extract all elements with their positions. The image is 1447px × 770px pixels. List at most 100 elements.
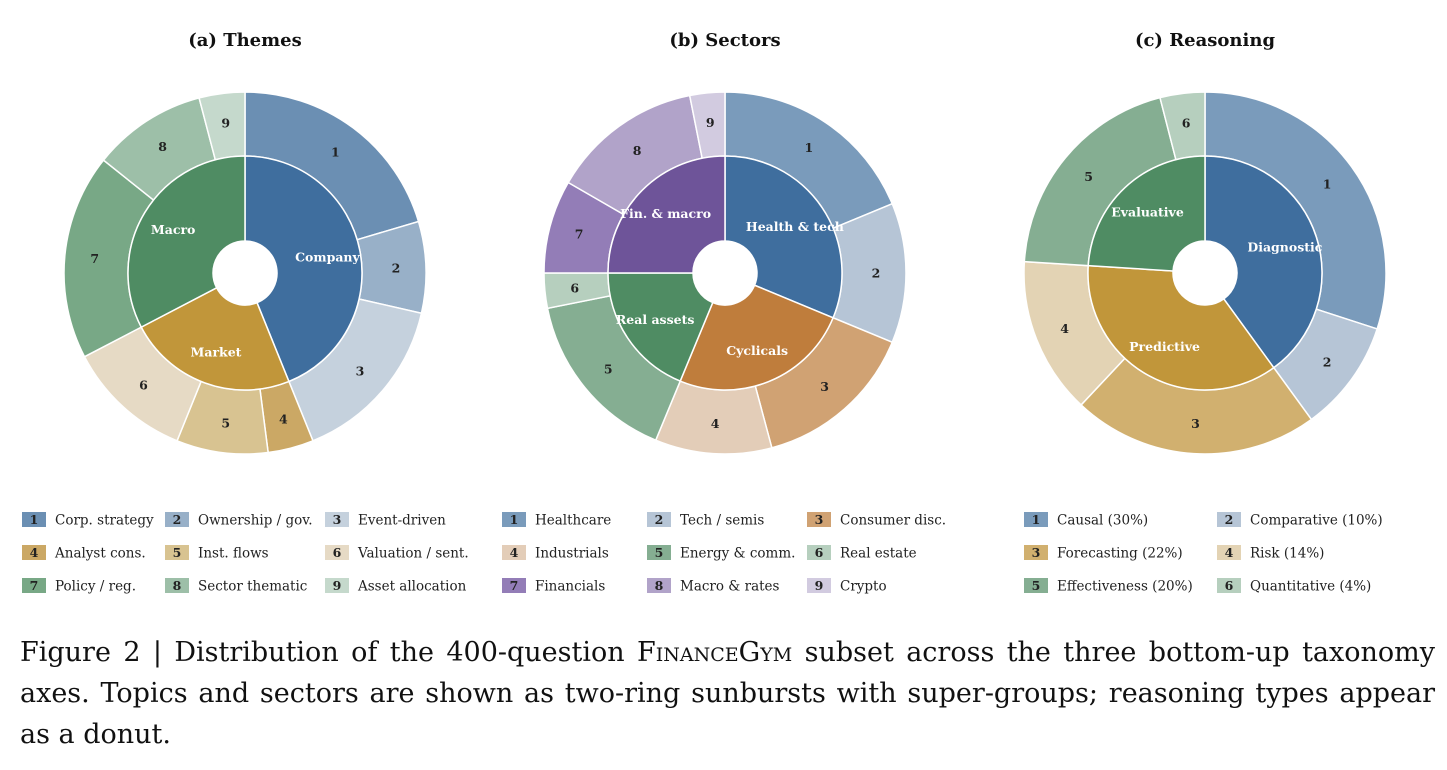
legend-number: 5: [655, 545, 664, 560]
segment-label: 6: [1182, 116, 1191, 131]
legend: 1 Healthcare 2 Tech / semis 3 Consumer disc. 4…: [502, 512, 946, 595]
group-label: Market: [191, 344, 242, 359]
legend-label: Inst. flows: [198, 546, 269, 562]
legend-item: 1 Healthcare: [502, 512, 611, 529]
legend-swatch: [807, 578, 831, 593]
legend-item: 2 Tech / semis: [647, 512, 764, 529]
legend-label: Event-driven: [358, 513, 446, 529]
legend-swatch: [165, 578, 189, 593]
legend-swatch: [1217, 578, 1241, 593]
legend-item: 1 Corp. strategy: [22, 512, 154, 529]
outer-segment: [832, 202, 907, 344]
legend-number: 7: [510, 578, 519, 593]
legend-label: Comparative (10%): [1250, 513, 1383, 529]
legend-number: 9: [333, 578, 342, 593]
legend-label: Macro & rates: [680, 579, 780, 595]
legend-number: 1: [510, 512, 519, 527]
legend-swatch: [807, 512, 831, 527]
legend-number: 4: [30, 545, 39, 560]
caption-name: FinanceGym: [637, 637, 793, 668]
segment-label: 2: [1323, 354, 1332, 369]
segment-label: 8: [158, 139, 167, 154]
legend-number: 4: [1225, 545, 1234, 560]
legend-item: 6 Real estate: [807, 545, 917, 562]
segment-label: 5: [221, 415, 230, 430]
legend-label: Asset allocation: [357, 579, 467, 595]
group-segment: [679, 284, 835, 391]
segment-label: 4: [1060, 321, 1069, 336]
legend-label: Crypto: [840, 579, 887, 595]
legend-label: Industrials: [535, 546, 609, 562]
legend-number: 5: [1032, 578, 1041, 593]
legend-label: Corp. strategy: [55, 513, 154, 529]
legend-number: 5: [173, 545, 182, 560]
legend-item: 5 Energy & comm.: [647, 545, 795, 562]
legend-number: 1: [1032, 512, 1041, 527]
legend-label: Effectiveness (20%): [1057, 579, 1193, 595]
legend-item: 4 Industrials: [502, 545, 609, 562]
legend-swatch: [502, 545, 526, 560]
legend-item: 6 Valuation / sent.: [325, 545, 469, 562]
legend-label: Quantitative (4%): [1250, 579, 1371, 595]
legend-label: Ownership / gov.: [198, 513, 313, 529]
panel-title: (a) Themes: [188, 30, 302, 51]
legend-item: 3 Consumer disc.: [807, 512, 946, 529]
legend-item: 2 Ownership / gov.: [165, 512, 313, 529]
segment-label: 2: [392, 261, 401, 276]
group-label: Company: [295, 249, 360, 264]
legend-number: 2: [1225, 512, 1234, 527]
legend-swatch: [502, 512, 526, 527]
legend-number: 9: [815, 578, 824, 593]
legend-label: Valuation / sent.: [357, 546, 469, 562]
group-label: Fin. & macro: [620, 206, 711, 221]
legend-item: 6 Quantitative (4%): [1217, 578, 1371, 595]
group-segment: [127, 155, 246, 329]
group-segment: [244, 155, 363, 383]
group-segment: [607, 272, 714, 383]
caption-prefix: Figure 2 | Distribution of the 400-quest…: [20, 637, 638, 668]
segment-label: 7: [575, 226, 584, 241]
legend-swatch: [325, 545, 349, 560]
legend-swatch: [647, 545, 671, 560]
legend-swatch: [22, 578, 46, 593]
segment-label: 9: [221, 116, 230, 131]
segment-label: 3: [356, 363, 365, 378]
group-label: Real assets: [616, 312, 694, 327]
legend-swatch: [325, 512, 349, 527]
legend-label: Energy & comm.: [680, 546, 795, 562]
segment-label: 2: [872, 266, 881, 281]
legend-number: 6: [333, 545, 342, 560]
segment-label: 4: [711, 416, 720, 431]
legend-label: Healthcare: [535, 513, 611, 529]
legend-swatch: [22, 512, 46, 527]
legend-label: Real estate: [840, 546, 917, 562]
group-label: Macro: [151, 222, 195, 237]
legend-swatch: [647, 578, 671, 593]
legend-number: 3: [815, 512, 824, 527]
legend-number: 2: [173, 512, 182, 527]
segment-label: 9: [706, 115, 715, 130]
legend-number: 4: [510, 545, 519, 560]
legend-number: 1: [30, 512, 39, 527]
legend-item: 9 Asset allocation: [325, 578, 467, 595]
legend-swatch: [22, 545, 46, 560]
figure-caption: Figure 2 | Distribution of the 400-quest…: [20, 632, 1435, 755]
panel-2: (b) Sectors 1 2 3 4 5 6 7 8 9 Health & tech Cyclica…: [502, 30, 946, 595]
legend-item: 4 Risk (14%): [1217, 545, 1324, 562]
legend-number: 7: [30, 578, 39, 593]
legend-swatch: [1217, 545, 1241, 560]
legend-label: Analyst cons.: [54, 546, 146, 562]
legend-item: 5 Inst. flows: [165, 545, 269, 562]
segment-label: 3: [1191, 416, 1200, 431]
legend-number: 6: [815, 545, 824, 560]
legend-swatch: [1217, 512, 1241, 527]
group-label: Diagnostic: [1247, 240, 1322, 255]
legend-label: Financials: [535, 579, 605, 595]
legend-item: 1 Causal (30%): [1024, 512, 1148, 529]
legend-item: 2 Comparative (10%): [1217, 512, 1383, 529]
legend-item: 4 Analyst cons.: [22, 545, 146, 562]
group-segment: [1204, 155, 1323, 369]
legend-swatch: [1024, 578, 1048, 593]
legend-number: 8: [173, 578, 182, 593]
legend-label: Risk (14%): [1250, 546, 1324, 562]
